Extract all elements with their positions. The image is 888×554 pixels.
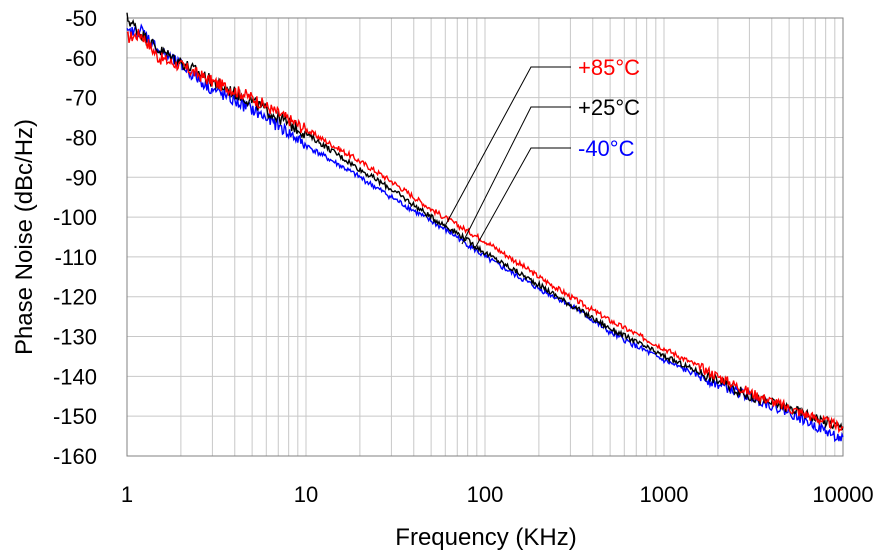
y-tick-label: -140 <box>53 364 97 389</box>
x-tick-labels: 1 10 100 1000 10000 <box>121 482 874 507</box>
legend-label: -40°C <box>578 136 635 161</box>
plot-frame <box>126 17 844 457</box>
x-tick-label: 100 <box>467 482 504 507</box>
y-tick-label: -60 <box>65 46 97 71</box>
legend-label: +25°C <box>578 95 640 120</box>
legend-callouts: +85°C +25°C -40°C <box>444 55 640 251</box>
y-tick-label: -120 <box>53 285 97 310</box>
callout-leader-line <box>444 66 571 227</box>
x-tick-label: 10000 <box>812 482 873 507</box>
callout-leader-line <box>473 147 571 251</box>
y-tick-label: -100 <box>53 205 97 230</box>
series-layer <box>126 12 844 443</box>
grid <box>126 17 844 457</box>
y-tick-label: -90 <box>65 165 97 190</box>
y-tick-label: -50 <box>65 6 97 31</box>
y-tick-label: -110 <box>55 245 97 270</box>
y-axis-label: Phase Noise (dBc/Hz) <box>11 119 38 355</box>
y-tick-label: -150 <box>53 404 97 429</box>
x-tick-label: 1 <box>121 482 133 507</box>
y-tick-label: -70 <box>65 86 97 111</box>
x-axis-label: Frequency (KHz) <box>395 524 576 551</box>
y-tick-labels: -50 -60 -70 -80 -90 -100 -110 -120 -130 -140 -150 -… <box>53 6 97 469</box>
x-tick-label: 10 <box>294 482 318 507</box>
y-tick-label: -130 <box>53 325 97 350</box>
x-tick-label: 1000 <box>640 482 689 507</box>
legend-label: +85°C <box>578 55 640 80</box>
y-tick-label: -80 <box>65 125 97 150</box>
y-tick-label: -160 <box>53 444 97 469</box>
series-line <box>126 29 844 434</box>
callout-leader-line <box>461 106 571 245</box>
